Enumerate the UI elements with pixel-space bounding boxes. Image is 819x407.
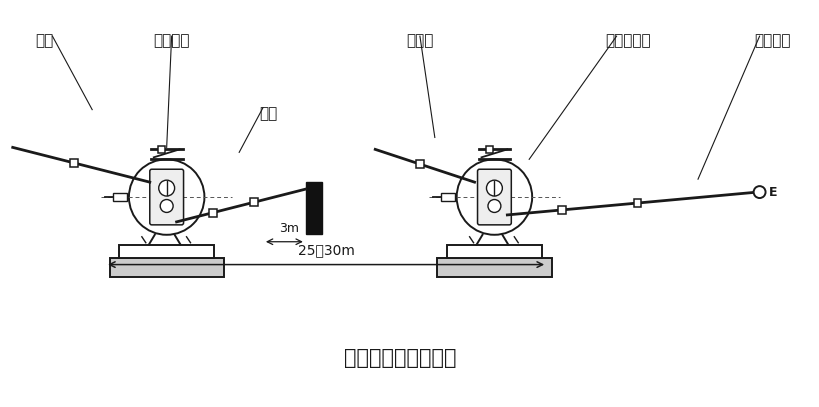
Text: 拉绳开关: 拉绳开关	[153, 33, 190, 48]
Text: 拉绳开关安装示意图: 拉绳开关安装示意图	[343, 348, 455, 368]
Text: 托环: 托环	[259, 106, 277, 120]
Text: 25～30m: 25～30m	[297, 244, 354, 258]
Bar	[441, 193, 455, 201]
Circle shape	[487, 199, 500, 212]
Bar	[486, 146, 492, 153]
FancyBboxPatch shape	[477, 169, 511, 225]
FancyBboxPatch shape	[150, 169, 183, 225]
Bar	[446, 245, 541, 258]
Text: E: E	[767, 186, 776, 199]
Bar	[120, 245, 214, 258]
Bar	[558, 206, 566, 214]
Text: 3m: 3m	[279, 222, 299, 235]
Circle shape	[160, 199, 173, 212]
Circle shape	[753, 186, 765, 198]
Bar	[158, 146, 165, 153]
Bar	[437, 258, 551, 278]
Bar	[415, 160, 423, 168]
Bar	[633, 199, 640, 207]
Bar	[110, 258, 224, 278]
Circle shape	[129, 159, 204, 235]
Bar	[70, 159, 79, 167]
Text: 钢丝绳: 钢丝绳	[405, 33, 433, 48]
Text: 扎头: 扎头	[35, 33, 53, 48]
Bar	[209, 209, 216, 217]
Text: 安装支架子: 安装支架子	[605, 33, 650, 48]
Text: 调整螺栓: 调整螺栓	[753, 33, 790, 48]
Bar	[250, 198, 258, 206]
Circle shape	[486, 180, 502, 196]
Bar	[113, 193, 127, 201]
Circle shape	[159, 180, 174, 196]
Bar	[305, 182, 321, 234]
Circle shape	[456, 159, 532, 235]
